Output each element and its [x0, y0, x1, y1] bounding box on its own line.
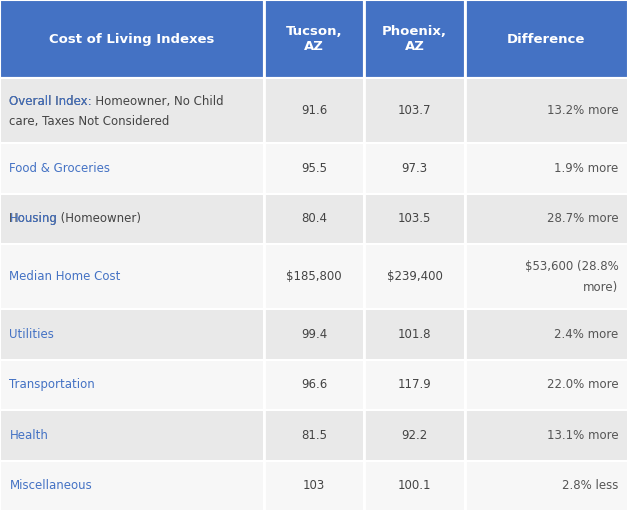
Bar: [465, 309, 628, 360]
Bar: [465, 143, 628, 194]
Text: Health: Health: [9, 429, 48, 442]
Bar: [364, 309, 465, 360]
Bar: [465, 78, 628, 143]
Bar: [264, 244, 364, 309]
Bar: [465, 360, 628, 410]
Text: Miscellaneous: Miscellaneous: [9, 479, 92, 492]
Text: Utilities: Utilities: [9, 328, 54, 341]
Text: 80.4: 80.4: [301, 213, 327, 225]
Text: Phoenix,
AZ: Phoenix, AZ: [382, 25, 447, 53]
Bar: [364, 410, 465, 460]
Bar: [0, 309, 264, 360]
Text: 97.3: 97.3: [401, 162, 428, 175]
Bar: [364, 0, 465, 78]
Bar: [264, 309, 364, 360]
Text: 96.6: 96.6: [301, 378, 327, 391]
Bar: [0, 78, 264, 143]
Text: care, Taxes Not Considered: care, Taxes Not Considered: [9, 114, 170, 128]
Text: Housing: Housing: [9, 213, 57, 225]
Bar: [264, 460, 364, 511]
Text: 2.8% less: 2.8% less: [562, 479, 619, 492]
Bar: [0, 460, 264, 511]
Bar: [364, 194, 465, 244]
Text: 91.6: 91.6: [301, 104, 327, 118]
Text: $185,800: $185,800: [286, 270, 342, 283]
Text: 92.2: 92.2: [401, 429, 428, 442]
Text: 99.4: 99.4: [301, 328, 327, 341]
Text: 1.9% more: 1.9% more: [555, 162, 619, 175]
Bar: [465, 244, 628, 309]
Text: 2.4% more: 2.4% more: [555, 328, 619, 341]
Bar: [0, 410, 264, 460]
Text: 13.1% more: 13.1% more: [547, 429, 619, 442]
Text: Cost of Living Indexes: Cost of Living Indexes: [49, 33, 215, 45]
Bar: [264, 360, 364, 410]
Bar: [264, 410, 364, 460]
Bar: [364, 143, 465, 194]
Text: Tucson,
AZ: Tucson, AZ: [286, 25, 342, 53]
Text: Food & Groceries: Food & Groceries: [9, 162, 111, 175]
Text: 28.7% more: 28.7% more: [547, 213, 619, 225]
Bar: [465, 0, 628, 78]
Bar: [0, 360, 264, 410]
Bar: [364, 244, 465, 309]
Text: Difference: Difference: [507, 33, 585, 45]
Bar: [465, 410, 628, 460]
Bar: [465, 194, 628, 244]
Text: 103: 103: [303, 479, 325, 492]
Text: Housing (Homeowner): Housing (Homeowner): [9, 213, 141, 225]
Text: Overall Index: Homeowner, No Child: Overall Index: Homeowner, No Child: [9, 95, 224, 107]
Bar: [465, 460, 628, 511]
Bar: [264, 194, 364, 244]
Bar: [264, 0, 364, 78]
Bar: [0, 244, 264, 309]
Bar: [364, 460, 465, 511]
Text: 13.2% more: 13.2% more: [547, 104, 619, 118]
Text: 95.5: 95.5: [301, 162, 327, 175]
Text: 117.9: 117.9: [398, 378, 431, 391]
Text: $239,400: $239,400: [387, 270, 442, 283]
Text: 101.8: 101.8: [398, 328, 431, 341]
Text: 22.0% more: 22.0% more: [547, 378, 619, 391]
Bar: [364, 360, 465, 410]
Text: 103.7: 103.7: [398, 104, 431, 118]
Text: 81.5: 81.5: [301, 429, 327, 442]
Bar: [0, 143, 264, 194]
Text: Median Home Cost: Median Home Cost: [9, 270, 121, 283]
Text: $53,600 (28.8%: $53,600 (28.8%: [525, 261, 619, 273]
Text: more): more): [583, 281, 619, 293]
Bar: [364, 78, 465, 143]
Text: Overall Index:: Overall Index:: [9, 95, 92, 107]
Bar: [264, 143, 364, 194]
Bar: [0, 0, 264, 78]
Bar: [0, 194, 264, 244]
Text: 103.5: 103.5: [398, 213, 431, 225]
Bar: [264, 78, 364, 143]
Text: 100.1: 100.1: [398, 479, 431, 492]
Text: Transportation: Transportation: [9, 378, 95, 391]
